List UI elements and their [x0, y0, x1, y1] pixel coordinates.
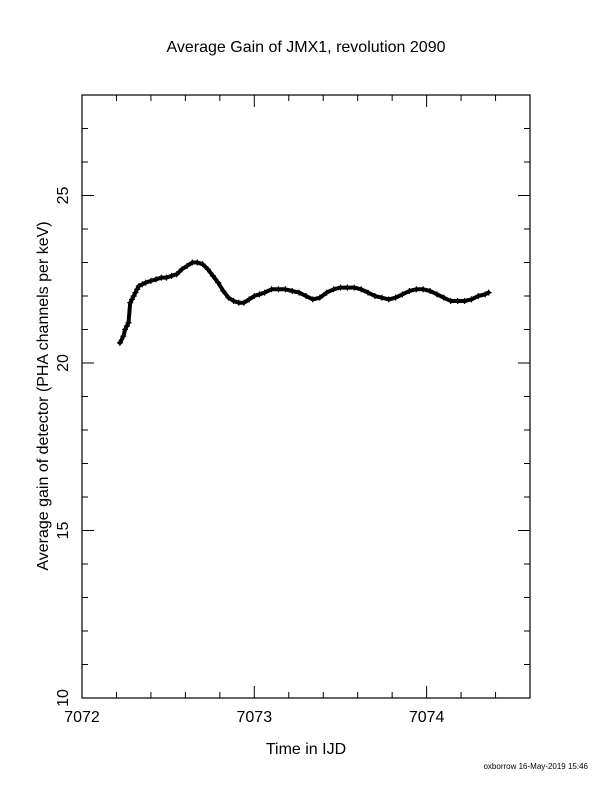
- x-axis: 7072 7073 7074: [64, 95, 531, 726]
- x-tick-label: 7074: [409, 709, 445, 726]
- x-tick-label: 7072: [64, 709, 100, 726]
- x-tick-label: 7073: [237, 709, 273, 726]
- y-tick-label: 10: [55, 689, 72, 707]
- y-tick-label: 15: [55, 522, 72, 540]
- plot-frame: [81, 94, 531, 699]
- chart-title: Average Gain of JMX1, revolution 2090: [167, 39, 446, 56]
- data-points: [116, 259, 492, 346]
- data-series-band: [117, 260, 491, 345]
- x-axis-label: Time in IJD: [266, 741, 346, 758]
- y-axis: 10 15 20 25: [55, 94, 530, 707]
- footer-credit: oxborrow 16-May-2019 15:46: [483, 762, 588, 771]
- y-tick-label: 20: [55, 354, 72, 372]
- y-axis-label: Average gain of detector (PHA channels p…: [35, 221, 52, 570]
- y-tick-label: 25: [55, 187, 72, 205]
